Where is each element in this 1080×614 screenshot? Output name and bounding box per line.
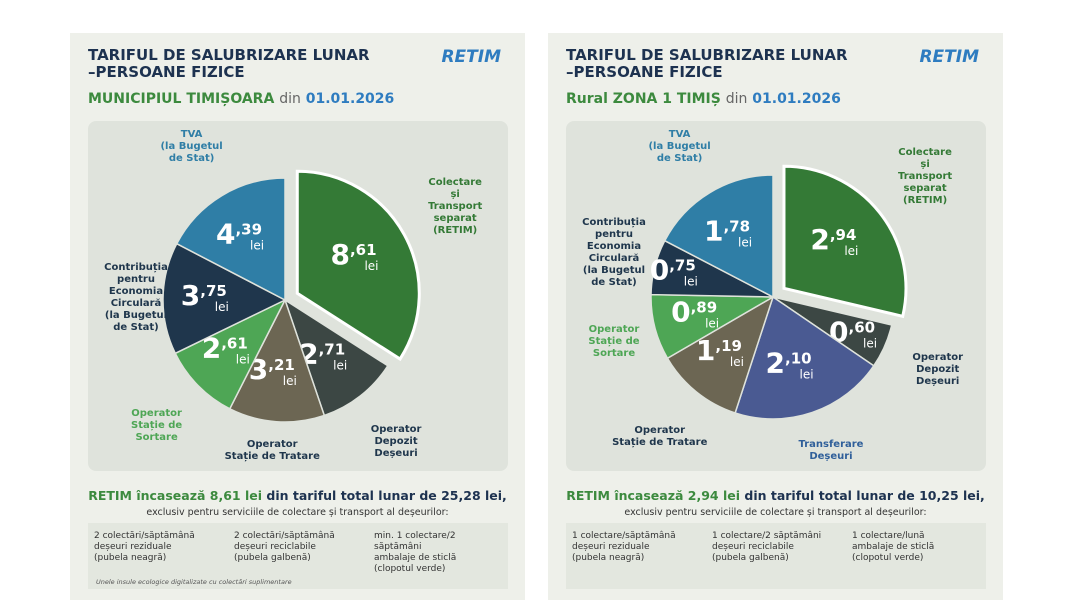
subtitle: MUNICIPIUL TIMIȘOARA din 01.01.2026 bbox=[88, 91, 394, 107]
slice-label: Colectare și Transport separat (RETIM) bbox=[897, 146, 953, 206]
subtitle-area: Rural ZONA 1 TIMIȘ bbox=[566, 91, 721, 107]
pie-slice bbox=[666, 295, 775, 414]
value-label: 2,10 bbox=[766, 346, 812, 379]
footer-box: 2 colectări/săptămână deșeuri reziduale … bbox=[88, 523, 508, 589]
value-label: 4,39 bbox=[216, 217, 262, 250]
summary: RETIM încasează 2,94 lei din tariful tot… bbox=[548, 488, 1003, 503]
slice-label: Operator Stație de Tratare bbox=[224, 439, 320, 462]
value-label: 2,61 bbox=[202, 331, 248, 364]
infographic-card: TARIFUL DE SALUBRIZARE LUNAR –PERSOANE F… bbox=[70, 33, 525, 600]
value-unit: lei bbox=[283, 374, 297, 388]
summary-note: exclusiv pentru serviciile de colectare … bbox=[624, 507, 927, 518]
slice-label: Contribuția pentru Economia Circulară (l… bbox=[104, 261, 168, 333]
value-unit: lei bbox=[236, 352, 250, 366]
value-unit: lei bbox=[738, 235, 752, 249]
slice-label: TVA (la Bugetul de Stat) bbox=[160, 129, 223, 164]
value-label: 2,94 bbox=[810, 223, 856, 256]
footer-column: 1 colectare/lună ambalaje de sticlă (clo… bbox=[852, 531, 935, 563]
slice-label: Operator Depozit Deșeuri bbox=[912, 351, 964, 387]
slice-label: Colectare și Transport separat (RETIM) bbox=[428, 176, 483, 236]
footer-column: min. 1 colectare/2 săptămâni ambalaje de… bbox=[374, 531, 457, 574]
value-unit: lei bbox=[250, 238, 264, 252]
logo: RETIM bbox=[919, 47, 979, 67]
pie-slice bbox=[782, 164, 908, 319]
pie-slice bbox=[283, 298, 389, 417]
chart-area: 8,61 lei 2,71 lei 3,21 lei 2,61 lei 3,75 lei 4,39 l… bbox=[88, 121, 508, 471]
summary-highlight: RETIM încasează 2,94 lei bbox=[566, 488, 741, 503]
value-unit: lei bbox=[730, 355, 744, 369]
value-label: 3,75 bbox=[181, 279, 227, 312]
footer-column: 2 colectări/săptămână deșeuri reciclabil… bbox=[234, 531, 335, 563]
slice-label: Operator Stație de Sortare bbox=[131, 408, 183, 444]
subtitle: Rural ZONA 1 TIMIȘ din 01.01.2026 bbox=[566, 91, 841, 107]
value-label: 1,19 bbox=[696, 334, 742, 367]
subtitle-date: 01.01.2026 bbox=[752, 91, 841, 107]
subtitle-from: din bbox=[279, 91, 301, 107]
pie-slice bbox=[228, 298, 326, 423]
title: TARIFUL DE SALUBRIZARE LUNAR –PERSOANE F… bbox=[88, 46, 370, 81]
footer-column: 1 colectare/săptămână deșeuri reziduale … bbox=[572, 531, 676, 563]
value-label: 8,61 bbox=[330, 238, 376, 271]
subtitle-area: MUNICIPIUL TIMIȘOARA bbox=[88, 91, 275, 107]
pie-chart: 2,94lei0,60lei2,10lei1,19lei0,89lei0,75l… bbox=[650, 164, 908, 420]
slice-label: Contribuția pentru Economia Circulară (l… bbox=[582, 216, 646, 288]
pie-slice bbox=[162, 242, 287, 355]
infographic-card: TARIFUL DE SALUBRIZARE LUNAR –PERSOANE F… bbox=[548, 33, 1003, 600]
pie-slice bbox=[175, 177, 286, 302]
value-label: 0,89 bbox=[671, 295, 717, 328]
slice-label: Transferare Deșeuri bbox=[798, 439, 864, 462]
value-unit: lei bbox=[684, 274, 698, 288]
slice-label: Operator Stație de Sortare bbox=[588, 324, 640, 360]
value-unit: lei bbox=[844, 244, 858, 258]
pie-slice bbox=[174, 298, 287, 410]
slice-label: Operator Stație de Tratare bbox=[612, 424, 708, 448]
footnote: Unele insule ecologice digitalizate cu c… bbox=[96, 578, 292, 586]
footer-box: 1 colectare/săptămână deșeuri reziduale … bbox=[566, 523, 986, 589]
summary-highlight: RETIM încasează 8,61 lei bbox=[88, 488, 263, 503]
footer-column: 2 colectări/săptămână deșeuri reziduale … bbox=[94, 531, 195, 563]
value-label: 1,78 bbox=[704, 214, 750, 247]
slice-label: Operator Depozit Deșeuri bbox=[370, 423, 422, 459]
pie-slice bbox=[295, 169, 421, 362]
value-unit: lei bbox=[333, 359, 347, 373]
summary: RETIM încasează 8,61 lei din tariful tot… bbox=[70, 488, 525, 503]
pie-chart: 8,61lei2,71lei3,21lei2,61lei3,75lei4,39l… bbox=[162, 169, 421, 423]
slice-label: TVA (la Bugetul de Stat) bbox=[648, 129, 711, 164]
value-label: 0,75 bbox=[650, 253, 696, 286]
value-unit: lei bbox=[705, 316, 719, 330]
subtitle-from: din bbox=[725, 91, 748, 107]
summary-note: exclusiv pentru serviciile de colectare … bbox=[146, 507, 449, 518]
pie-slice bbox=[663, 174, 774, 299]
subtitle-date: 01.01.2026 bbox=[305, 91, 395, 107]
summary-text: din tariful total lunar de 25,28 lei, bbox=[266, 488, 507, 503]
logo: RETIM bbox=[441, 47, 501, 67]
summary-text: din tariful total lunar de 10,25 lei, bbox=[744, 488, 985, 503]
title: TARIFUL DE SALUBRIZARE LUNAR –PERSOANE F… bbox=[566, 46, 848, 81]
value-unit: lei bbox=[364, 259, 378, 273]
value-unit: lei bbox=[863, 336, 877, 350]
value-label: 0,60 bbox=[829, 315, 875, 348]
footer-column: 1 colectare/2 săptămâni deșeuri reciclab… bbox=[712, 531, 822, 563]
value-unit: lei bbox=[215, 300, 229, 314]
chart-area: 2,94 lei 0,60 lei 2,10 lei 1,19 lei 0,89 lei 0,75 l… bbox=[566, 121, 986, 471]
value-unit: lei bbox=[800, 367, 814, 381]
pie-slice bbox=[734, 295, 875, 420]
